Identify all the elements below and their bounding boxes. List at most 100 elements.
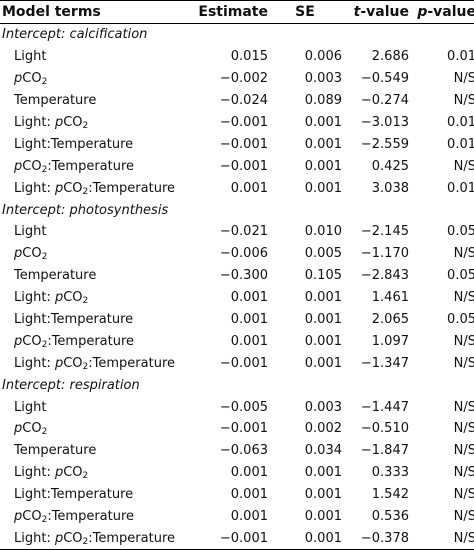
- p-value-cell: N/S: [453, 487, 474, 503]
- t-value-cell: 1.097: [371, 333, 409, 349]
- term-cell: Light: pCO2: [14, 465, 89, 482]
- t-value-cell: −1.847: [360, 443, 409, 459]
- term-cell: Temperature: [14, 268, 97, 284]
- table-row: pCO2:Temperature 0.001 0.001 0.536 N/S: [0, 506, 474, 528]
- p-value-cell: 0.01: [447, 115, 474, 130]
- t-value-cell: 2.065: [371, 312, 409, 328]
- term-cell: pCO2:Temperature: [14, 158, 135, 175]
- t-value-cell: 1.461: [371, 290, 409, 306]
- p-value-cell: N/S: [453, 530, 474, 546]
- se-cell: 0.001: [304, 180, 342, 196]
- p-value-cell: N/S: [453, 421, 474, 437]
- table-row: Temperature −0.063 0.034 −1.847 N/S: [0, 440, 474, 462]
- t-value-cell: 0.425: [371, 158, 409, 174]
- estimate-cell: −0.005: [219, 399, 268, 415]
- t-value-cell: −2.843: [360, 268, 409, 284]
- table-row: Light 0.015 0.006 2.686 0.01: [0, 46, 474, 68]
- p-value-cell: 0.05: [447, 224, 474, 240]
- table-row: Light:Temperature −0.001 0.001 −2.559 0.01: [0, 133, 474, 155]
- estimate-cell: −0.001: [219, 421, 268, 437]
- se-cell: 0.105: [304, 268, 342, 284]
- se-cell: 0.001: [304, 136, 342, 152]
- table-row: Light: pCO2:Temperature −0.001 0.001 −1.347…: [0, 352, 474, 374]
- p-value-cell: N/S: [453, 355, 474, 371]
- term-cell: Light: [14, 399, 47, 415]
- header-t-letter: t: [353, 4, 361, 20]
- term-cell: Temperature: [14, 443, 97, 459]
- estimate-cell: −0.300: [219, 268, 268, 284]
- t-value-cell: −0.274: [360, 93, 409, 109]
- section-title: Intercept: photosynthesis: [2, 202, 169, 218]
- table-row: Light:Temperature 0.001 0.001 2.065 0.05: [0, 309, 474, 331]
- se-cell: 0.001: [304, 290, 342, 306]
- estimate-cell: 0.001: [230, 333, 268, 349]
- se-cell: 0.089: [304, 93, 342, 109]
- p-value-cell: 0.01: [447, 136, 474, 152]
- table-row: pCO2 −0.006 0.005 −1.170 N/S: [0, 243, 474, 265]
- estimate-cell: −0.001: [219, 355, 268, 371]
- table-row: Light −0.021 0.010 −2.145 0.05: [0, 221, 474, 243]
- se-cell: 0.010: [304, 224, 342, 240]
- table-header: Model terms Estimate SE t-value p-value: [0, 0, 474, 24]
- se-cell: 0.006: [304, 49, 342, 65]
- term-cell: Light:Temperature: [14, 487, 134, 503]
- estimate-cell: −0.001: [219, 530, 268, 546]
- se-cell: 0.001: [304, 115, 342, 130]
- table-row: Light −0.005 0.003 −1.447 N/S: [0, 396, 474, 418]
- estimate-cell: 0.001: [230, 180, 268, 196]
- section-title: Intercept: calcification: [2, 27, 148, 43]
- term-cell: pCO2:Temperature: [14, 509, 135, 526]
- se-cell: 0.001: [304, 509, 342, 525]
- table-body: Intercept: calcification Light 0.015 0.006 2…: [0, 24, 474, 550]
- term-cell: Light: pCO2:Temperature: [14, 180, 176, 197]
- table-row: Temperature −0.300 0.105 −2.843 0.05: [0, 265, 474, 287]
- p-value-cell: 0.05: [447, 268, 474, 284]
- p-value-cell: N/S: [453, 290, 474, 306]
- term-cell: Light: [14, 49, 47, 65]
- table-row: Light: pCO2:Temperature 0.001 0.001 3.038 0.…: [0, 177, 474, 199]
- table-row: Light:Temperature 0.001 0.001 1.542 N/S: [0, 484, 474, 506]
- table-row: pCO2 −0.002 0.003 −0.549 N/S: [0, 68, 474, 90]
- t-value-cell: 1.542: [371, 487, 409, 503]
- header-p-suffix: -value: [427, 4, 474, 20]
- se-cell: 0.001: [304, 487, 342, 503]
- estimate-cell: −0.006: [219, 246, 268, 262]
- t-value-cell: 2.686: [371, 49, 409, 65]
- se-cell: 0.002: [304, 421, 342, 437]
- estimate-cell: 0.001: [230, 290, 268, 306]
- p-value-cell: N/S: [453, 399, 474, 415]
- t-value-cell: −2.145: [360, 224, 409, 240]
- t-value-cell: −1.170: [360, 246, 409, 262]
- t-value-cell: 3.038: [371, 180, 409, 196]
- t-value-cell: −0.510: [360, 421, 409, 437]
- header-t-suffix: -value: [360, 4, 409, 20]
- header-model-terms: Model terms: [0, 0, 194, 24]
- estimate-cell: −0.024: [219, 93, 268, 109]
- term-cell: Light: pCO2:Temperature: [14, 530, 176, 547]
- p-value-cell: N/S: [453, 246, 474, 262]
- p-value-cell: 0.05: [447, 312, 474, 328]
- term-cell: Light:Temperature: [14, 312, 134, 328]
- t-value-cell: −2.559: [360, 136, 409, 152]
- table-row: pCO2 −0.001 0.002 −0.510 N/S: [0, 418, 474, 440]
- estimate-cell: 0.001: [230, 487, 268, 503]
- term-cell: pCO2: [14, 246, 48, 263]
- se-cell: 0.001: [304, 355, 342, 371]
- p-value-cell: N/S: [453, 333, 474, 349]
- p-value-cell: N/S: [453, 509, 474, 525]
- estimate-cell: −0.001: [219, 158, 268, 174]
- header-t-value: t-value: [342, 0, 409, 24]
- term-cell: Temperature: [14, 93, 97, 109]
- p-value-cell: N/S: [453, 158, 474, 174]
- t-value-cell: 0.536: [371, 509, 409, 525]
- p-value-cell: 0.01: [447, 180, 474, 196]
- p-value-cell: N/S: [453, 443, 474, 459]
- se-cell: 0.001: [304, 312, 342, 328]
- header-row: Model terms Estimate SE t-value p-value: [0, 0, 474, 24]
- table-row: Light: pCO2 0.001 0.001 0.333 N/S: [0, 462, 474, 484]
- t-value-cell: −1.347: [360, 355, 409, 371]
- term-cell: Light: pCO2: [14, 290, 89, 307]
- term-cell: Light: [14, 224, 47, 240]
- term-cell: Light:Temperature: [14, 136, 134, 152]
